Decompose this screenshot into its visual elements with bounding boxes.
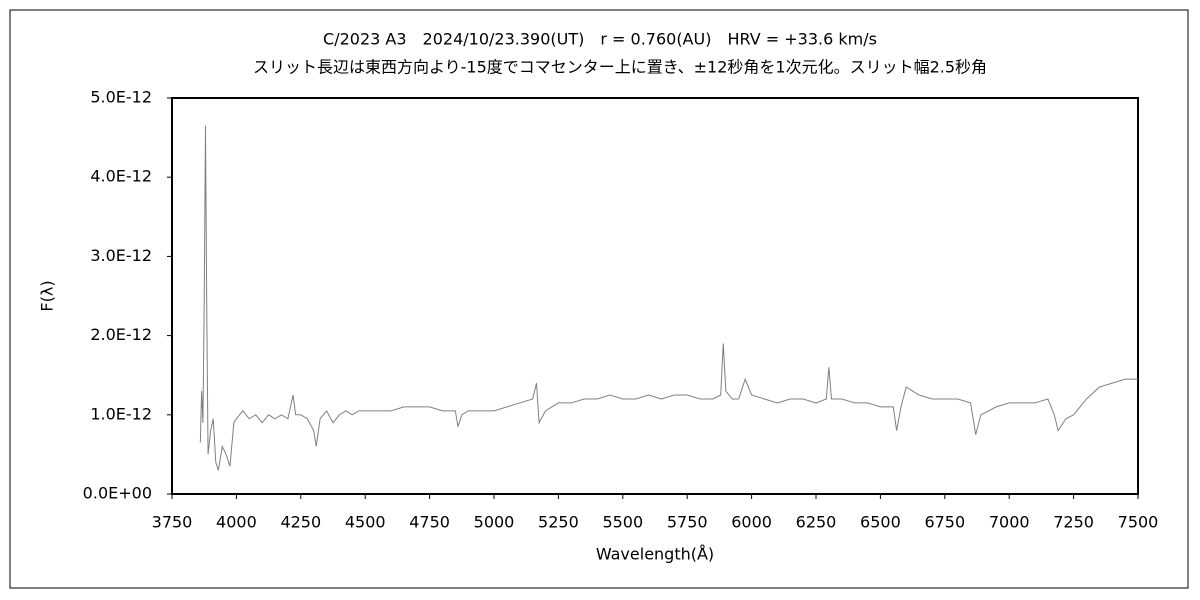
y-tick-label: 4.0E-12 xyxy=(90,167,152,186)
x-tick-label: 4750 xyxy=(409,513,450,532)
x-tick-label: 4250 xyxy=(280,513,321,532)
y-tick-label: 2.0E-12 xyxy=(90,325,152,344)
x-tick-label: 6750 xyxy=(924,513,965,532)
plot-frame xyxy=(171,97,1139,495)
x-tick-label: 5000 xyxy=(474,513,515,532)
chart-title: C/2023 A3 2024/10/23.390(UT) r = 0.760(A… xyxy=(323,30,877,49)
chart-subtitle: スリット長辺は東西方向より-15度でコマセンター上に置き、±12秒角を1次元化。… xyxy=(253,58,987,77)
x-tick-label: 5750 xyxy=(667,513,708,532)
x-tick-label: 6250 xyxy=(796,513,837,532)
x-tick-label: 7000 xyxy=(989,513,1030,532)
x-tick-label: 4000 xyxy=(216,513,257,532)
x-tick-label: 7250 xyxy=(1053,513,1094,532)
chart-border xyxy=(9,9,1189,589)
x-tick-label: 4500 xyxy=(345,513,386,532)
y-axis-label: F(λ) xyxy=(38,280,57,311)
y-tick-label: 5.0E-12 xyxy=(90,88,152,107)
y-tick-label: 3.0E-12 xyxy=(90,246,152,265)
x-tick-label: 5250 xyxy=(538,513,579,532)
y-tick-label: 1.0E-12 xyxy=(90,404,152,423)
y-tick-label: 0.0E+00 xyxy=(83,484,152,503)
spectrum-line xyxy=(199,125,1138,471)
x-tick-label: 3750 xyxy=(152,513,193,532)
x-tick-label: 7500 xyxy=(1118,513,1159,532)
x-tick-label: 5500 xyxy=(602,513,643,532)
x-tick-label: 6000 xyxy=(731,513,772,532)
x-tick-label: 6500 xyxy=(860,513,901,532)
x-axis-label: Wavelength(Å) xyxy=(596,545,714,564)
